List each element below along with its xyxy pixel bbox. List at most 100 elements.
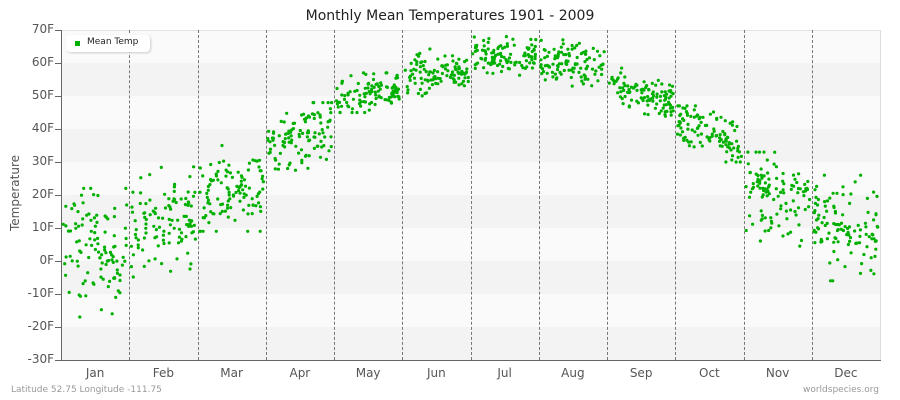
data-point bbox=[498, 52, 502, 56]
data-point bbox=[499, 44, 503, 48]
data-point bbox=[206, 198, 211, 202]
data-point bbox=[282, 140, 287, 145]
data-point bbox=[803, 182, 807, 186]
data-point bbox=[748, 171, 752, 175]
data-point bbox=[577, 70, 581, 74]
data-point bbox=[763, 181, 768, 185]
y-tick-label: -20F bbox=[27, 319, 54, 333]
data-point bbox=[424, 91, 429, 95]
data-point bbox=[823, 204, 827, 208]
data-point bbox=[623, 75, 627, 79]
data-point bbox=[816, 197, 821, 202]
data-point bbox=[748, 214, 752, 218]
data-point bbox=[848, 239, 852, 243]
data-point bbox=[223, 209, 227, 213]
data-point bbox=[75, 240, 79, 244]
data-point bbox=[82, 186, 86, 190]
data-point bbox=[710, 134, 714, 138]
data-point bbox=[769, 219, 774, 223]
data-point bbox=[170, 218, 174, 222]
data-point bbox=[853, 229, 857, 233]
data-point bbox=[507, 67, 511, 71]
data-point bbox=[112, 234, 116, 238]
data-point bbox=[144, 226, 148, 230]
data-point bbox=[436, 82, 440, 86]
data-point bbox=[530, 55, 534, 59]
data-point bbox=[427, 86, 431, 90]
data-point bbox=[550, 70, 555, 74]
data-point bbox=[431, 78, 435, 82]
data-point bbox=[443, 54, 447, 58]
data-point bbox=[110, 312, 114, 316]
data-point bbox=[76, 210, 80, 214]
data-point bbox=[393, 95, 397, 99]
data-point bbox=[112, 215, 116, 219]
data-point bbox=[660, 90, 664, 94]
data-point bbox=[828, 196, 832, 200]
legend-label: Mean Temp bbox=[87, 37, 139, 47]
data-point bbox=[738, 160, 742, 164]
data-point bbox=[671, 109, 675, 113]
data-point bbox=[545, 71, 549, 75]
data-point bbox=[689, 114, 693, 118]
data-point bbox=[209, 162, 213, 167]
data-point bbox=[257, 201, 261, 205]
data-point bbox=[451, 59, 455, 63]
data-point bbox=[598, 54, 602, 58]
data-point bbox=[543, 64, 547, 68]
data-point bbox=[188, 222, 192, 226]
data-point bbox=[779, 207, 783, 211]
data-point bbox=[813, 209, 817, 213]
data-point bbox=[209, 210, 213, 214]
data-point bbox=[226, 203, 230, 207]
data-point bbox=[599, 63, 603, 67]
data-point bbox=[591, 46, 595, 51]
data-point bbox=[734, 160, 738, 164]
data-point bbox=[633, 85, 637, 89]
data-point bbox=[813, 241, 817, 245]
data-point bbox=[499, 59, 503, 63]
data-point bbox=[484, 52, 488, 56]
data-point bbox=[789, 187, 793, 191]
data-point bbox=[635, 88, 639, 92]
data-point bbox=[686, 122, 690, 126]
data-point bbox=[760, 195, 764, 199]
data-point bbox=[596, 79, 600, 83]
data-point bbox=[582, 73, 586, 77]
data-point bbox=[103, 230, 107, 234]
data-point bbox=[569, 75, 573, 80]
data-point bbox=[479, 56, 483, 60]
data-point bbox=[692, 115, 696, 119]
data-point bbox=[330, 101, 334, 105]
data-point bbox=[403, 68, 407, 72]
source-link[interactable]: worldspecies.org bbox=[802, 385, 879, 395]
data-point bbox=[825, 199, 830, 203]
data-point bbox=[483, 49, 487, 53]
data-point bbox=[101, 277, 105, 281]
data-point bbox=[393, 85, 397, 89]
data-point bbox=[379, 81, 383, 85]
data-point bbox=[433, 77, 438, 81]
data-point bbox=[482, 38, 486, 43]
data-point bbox=[300, 161, 304, 165]
data-point bbox=[206, 188, 210, 192]
data-point bbox=[791, 173, 796, 177]
data-point bbox=[371, 77, 376, 82]
data-point bbox=[561, 42, 565, 46]
data-point bbox=[111, 260, 115, 264]
data-point bbox=[274, 158, 278, 162]
data-point bbox=[220, 143, 224, 148]
data-point bbox=[64, 273, 68, 277]
data-point bbox=[492, 56, 496, 60]
data-point bbox=[779, 204, 783, 208]
data-point bbox=[283, 137, 287, 141]
data-point bbox=[286, 166, 290, 171]
data-point bbox=[348, 90, 352, 94]
data-point bbox=[136, 238, 140, 242]
data-point bbox=[873, 254, 877, 258]
data-point bbox=[438, 77, 442, 81]
data-point bbox=[208, 202, 212, 206]
data-point bbox=[384, 85, 389, 89]
data-point bbox=[152, 224, 156, 228]
data-point bbox=[453, 65, 457, 69]
